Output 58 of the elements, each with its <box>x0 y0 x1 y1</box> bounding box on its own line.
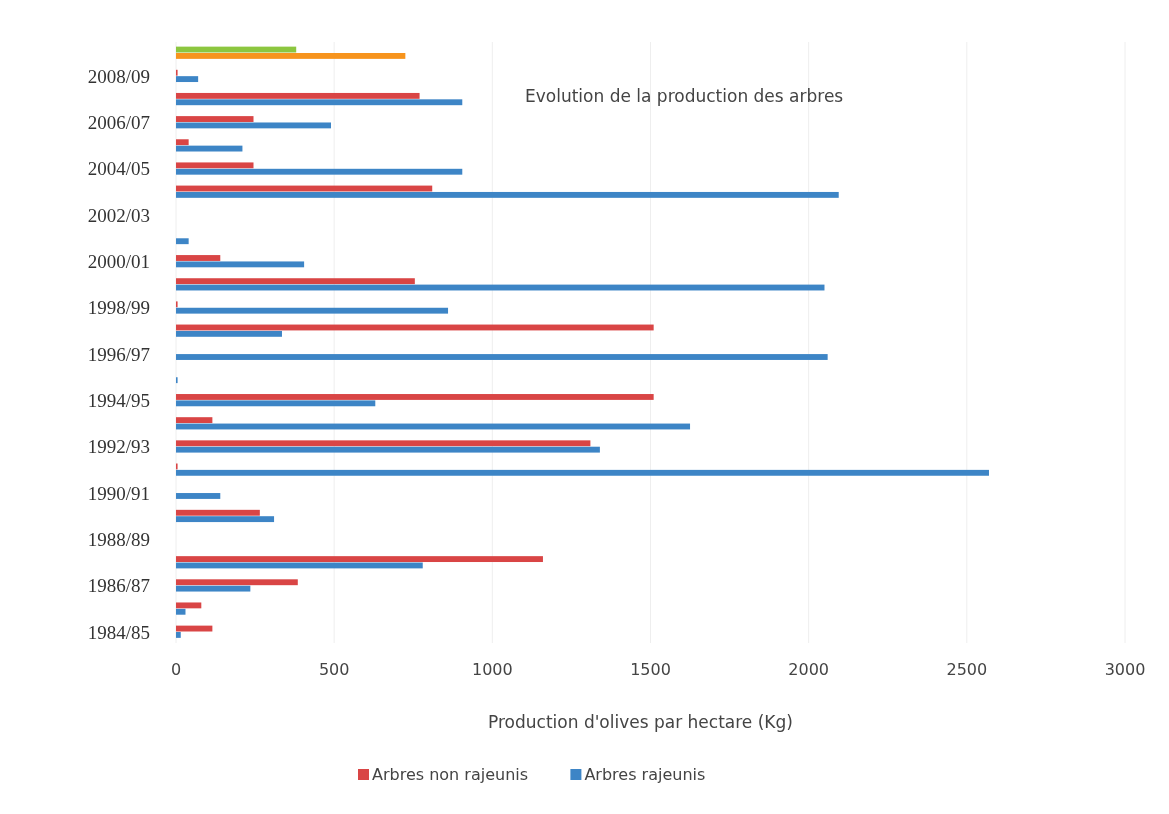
bar <box>176 354 828 360</box>
y-tick-label: 2008/09 <box>87 65 150 87</box>
y-tick-label: 1988/89 <box>87 529 150 551</box>
bar <box>176 122 331 129</box>
bar <box>176 394 654 400</box>
bar <box>176 556 543 563</box>
y-tick-label: 2006/07 <box>87 112 150 134</box>
bar <box>176 191 839 198</box>
bar <box>176 46 297 53</box>
y-tick-label: 1998/99 <box>87 297 150 319</box>
x-tick-label: 1500 <box>630 660 671 679</box>
y-tick-label: 2000/01 <box>87 251 150 273</box>
bar <box>176 99 463 106</box>
bar <box>176 608 186 615</box>
y-tick-label: 1992/93 <box>87 436 150 458</box>
bar <box>176 162 254 169</box>
x-tick-label: 0 <box>170 660 182 679</box>
bar <box>176 585 251 592</box>
x-tick-label: 3000 <box>1104 660 1146 679</box>
bar <box>176 139 189 146</box>
y-tick-label: 1984/85 <box>87 621 150 643</box>
text: Evolution de la production des arbres <box>525 86 844 106</box>
bar <box>176 417 213 424</box>
x-tick-label: 1000 <box>471 660 513 679</box>
bar <box>176 400 376 407</box>
bar <box>176 238 189 245</box>
y-tick-label: 1986/87 <box>87 575 150 597</box>
bar <box>176 446 600 453</box>
bar <box>176 76 199 83</box>
bar <box>176 261 305 268</box>
bar <box>176 168 463 175</box>
bar <box>176 92 420 99</box>
bar <box>176 330 282 337</box>
y-tick-label: 1996/97 <box>87 343 150 365</box>
bar <box>176 632 181 638</box>
bar <box>176 469 989 476</box>
bar <box>176 278 415 285</box>
legend-label: Arbres non rajeunis <box>372 765 529 784</box>
y-tick-label: 1994/95 <box>87 390 150 412</box>
x-axis-title: Production d'olives par hectare (Kg) <box>488 712 793 732</box>
y-tick-label: 2002/03 <box>87 204 150 226</box>
y-tick-label: 2004/05 <box>87 158 150 180</box>
bar <box>176 516 275 523</box>
bar <box>176 579 298 586</box>
x-tick-label: 2500 <box>946 660 988 679</box>
bar <box>176 602 202 609</box>
bar <box>176 255 221 261</box>
bar <box>176 440 591 447</box>
bar <box>176 116 254 122</box>
bar <box>176 307 449 314</box>
bar <box>176 145 243 152</box>
x-tick-label: 500 <box>318 660 350 679</box>
y-tick-label: 1990/91 <box>87 482 150 504</box>
bar <box>176 493 221 499</box>
bar <box>176 53 406 59</box>
x-tick-label: 2000 <box>788 660 830 679</box>
legend-label: Arbres rajeunis <box>584 765 706 784</box>
bar <box>176 509 260 516</box>
